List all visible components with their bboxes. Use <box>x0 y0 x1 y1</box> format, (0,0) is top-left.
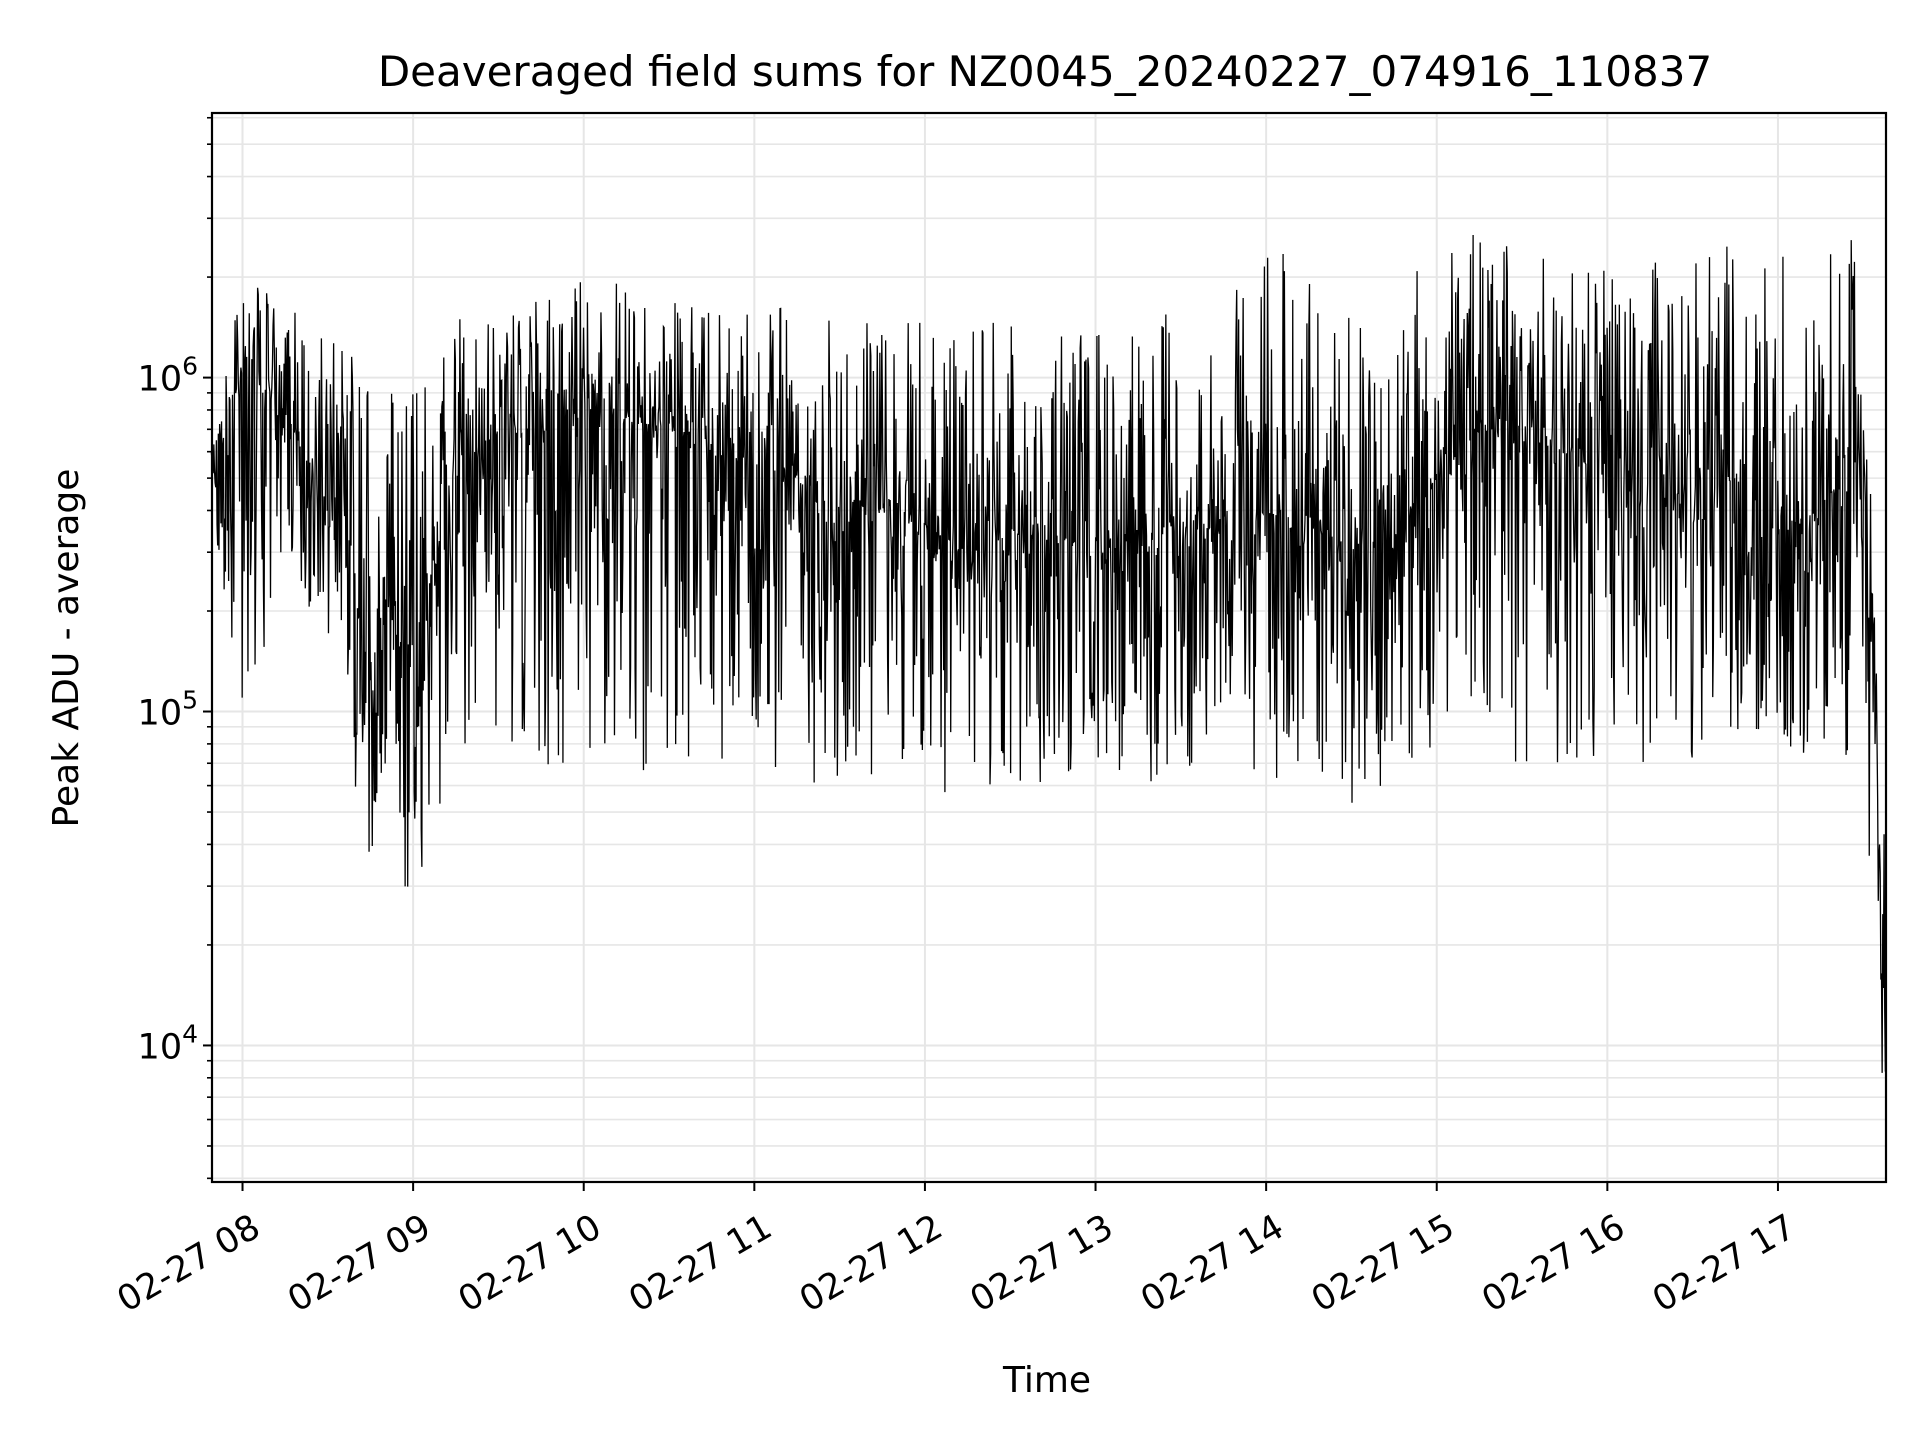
plot-frame <box>210 111 1888 1184</box>
series-layer <box>210 235 1887 1073</box>
y-tick-label: 105 <box>138 686 198 734</box>
y-tick-label: 104 <box>138 1019 198 1067</box>
y-axis: 104 105 106 <box>138 116 212 1180</box>
series-line-0 <box>210 235 1887 1073</box>
x-axis-label: Time <box>1002 1360 1091 1401</box>
chart-title: Deaveraged field sums for NZ0045_2024022… <box>378 47 1712 96</box>
y-tick-label: 106 <box>138 352 198 400</box>
y-axis-label: Peak ADU - average <box>46 469 87 828</box>
